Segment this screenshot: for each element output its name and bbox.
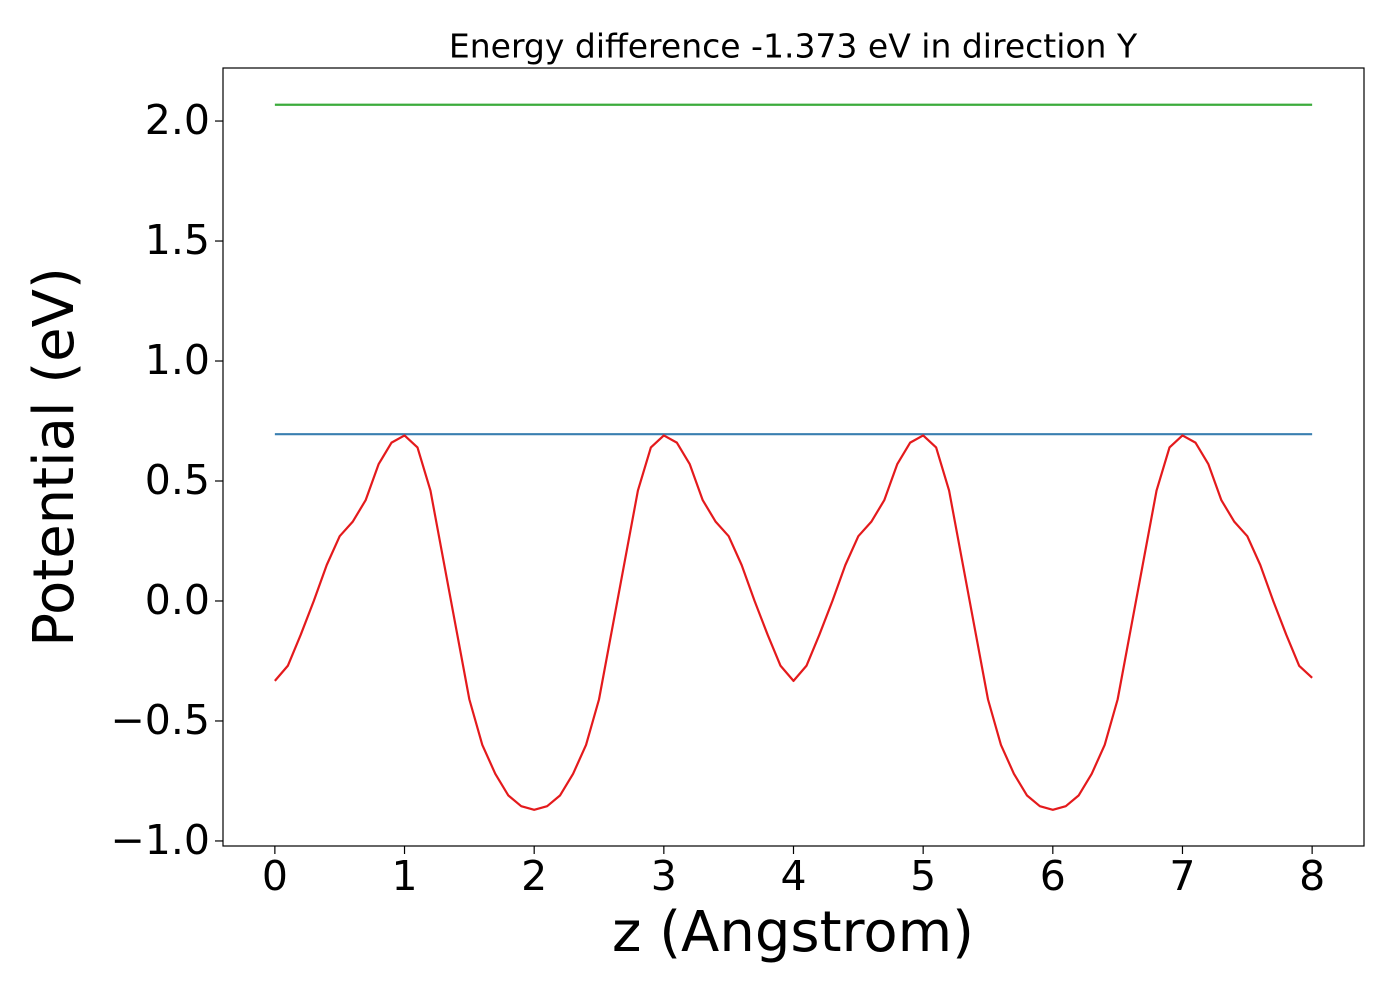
y-tick-label: 0.0 <box>145 576 210 624</box>
y-tick-label: 1.0 <box>145 336 210 384</box>
x-tick-label: 5 <box>910 852 936 900</box>
y-axis-label: Potential (eV) <box>22 267 87 647</box>
line-series <box>274 434 1313 811</box>
x-tick-label: 3 <box>651 852 677 900</box>
y-tick-label: −1.0 <box>110 816 210 864</box>
x-tick-label: 7 <box>1169 852 1195 900</box>
x-axis-label: z (Angstrom) <box>612 900 974 965</box>
y-tick-label: 1.5 <box>145 216 210 264</box>
x-tick-label: 2 <box>521 852 547 900</box>
x-tick-label: 8 <box>1299 852 1325 900</box>
x-tick-label: 0 <box>262 852 288 900</box>
x-tick-label: 4 <box>780 852 806 900</box>
x-tick-label: 1 <box>391 852 417 900</box>
y-tick-label: −0.5 <box>110 696 210 744</box>
chart-title: Energy difference -1.373 eV in direction… <box>449 27 1138 66</box>
x-tick-label: 6 <box>1040 852 1066 900</box>
y-tick-label: 2.0 <box>145 96 210 144</box>
y-tick-label: 0.5 <box>145 456 210 504</box>
